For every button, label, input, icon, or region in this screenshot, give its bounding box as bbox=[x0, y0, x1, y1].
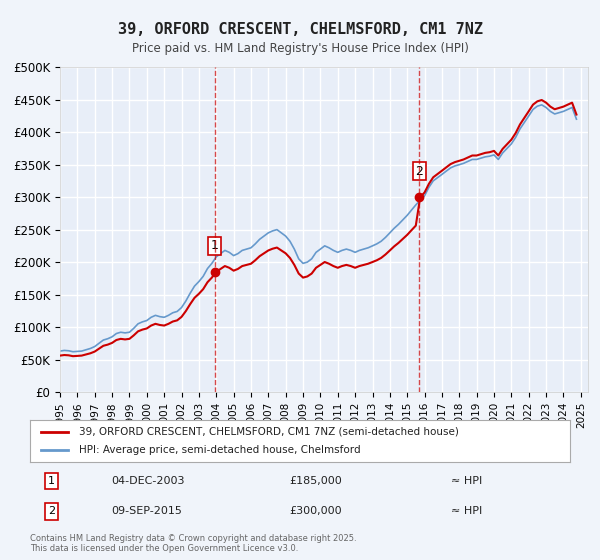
Text: 1: 1 bbox=[48, 476, 55, 486]
Text: 2: 2 bbox=[48, 506, 55, 516]
Text: 09-SEP-2015: 09-SEP-2015 bbox=[111, 506, 182, 516]
Text: £185,000: £185,000 bbox=[289, 476, 342, 486]
Text: Contains HM Land Registry data © Crown copyright and database right 2025.
This d: Contains HM Land Registry data © Crown c… bbox=[30, 534, 356, 553]
Text: ≈ HPI: ≈ HPI bbox=[451, 476, 482, 486]
Text: £300,000: £300,000 bbox=[289, 506, 342, 516]
Text: 04-DEC-2003: 04-DEC-2003 bbox=[111, 476, 185, 486]
Text: 1: 1 bbox=[211, 239, 219, 253]
Text: 39, ORFORD CRESCENT, CHELMSFORD, CM1 7NZ: 39, ORFORD CRESCENT, CHELMSFORD, CM1 7NZ bbox=[118, 22, 482, 38]
Text: Price paid vs. HM Land Registry's House Price Index (HPI): Price paid vs. HM Land Registry's House … bbox=[131, 42, 469, 55]
Text: HPI: Average price, semi-detached house, Chelmsford: HPI: Average price, semi-detached house,… bbox=[79, 445, 360, 455]
Text: 39, ORFORD CRESCENT, CHELMSFORD, CM1 7NZ (semi-detached house): 39, ORFORD CRESCENT, CHELMSFORD, CM1 7NZ… bbox=[79, 427, 458, 437]
Text: 2: 2 bbox=[415, 165, 423, 178]
Text: ≈ HPI: ≈ HPI bbox=[451, 506, 482, 516]
